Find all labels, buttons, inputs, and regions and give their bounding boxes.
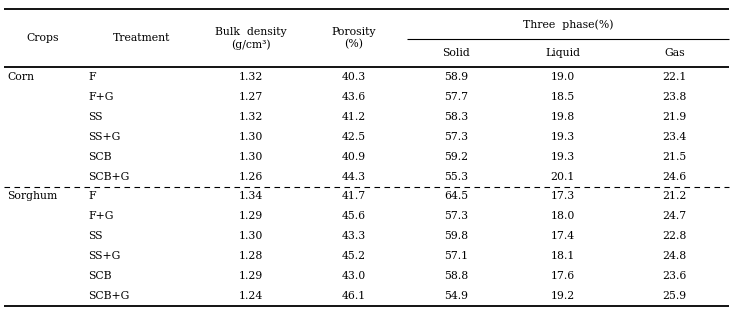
Text: 18.0: 18.0	[550, 211, 575, 221]
Text: Porosity
(%): Porosity (%)	[331, 27, 376, 50]
Text: 1.30: 1.30	[239, 132, 263, 142]
Text: 19.0: 19.0	[550, 72, 575, 82]
Text: 19.8: 19.8	[550, 112, 575, 122]
Text: 46.1: 46.1	[342, 291, 366, 301]
Text: 21.9: 21.9	[662, 112, 687, 122]
Text: 1.34: 1.34	[239, 192, 263, 201]
Text: 24.7: 24.7	[663, 211, 686, 221]
Text: 1.30: 1.30	[239, 152, 263, 162]
Text: SCB: SCB	[88, 152, 111, 162]
Text: 54.9: 54.9	[444, 291, 468, 301]
Text: 24.8: 24.8	[662, 251, 687, 261]
Text: 25.9: 25.9	[663, 291, 686, 301]
Text: 42.5: 42.5	[342, 132, 366, 142]
Text: 21.5: 21.5	[662, 152, 687, 162]
Text: 40.9: 40.9	[342, 152, 366, 162]
Text: 59.8: 59.8	[444, 231, 468, 241]
Text: 22.8: 22.8	[662, 231, 687, 241]
Text: 55.3: 55.3	[444, 171, 468, 182]
Text: SS: SS	[88, 112, 103, 122]
Text: 58.9: 58.9	[444, 72, 468, 82]
Text: SCB+G: SCB+G	[88, 291, 129, 301]
Text: F: F	[88, 192, 95, 201]
Text: 19.2: 19.2	[550, 291, 575, 301]
Text: 1.26: 1.26	[239, 171, 263, 182]
Text: 23.4: 23.4	[662, 132, 687, 142]
Text: 45.6: 45.6	[342, 211, 366, 221]
Text: Sorghum: Sorghum	[7, 192, 58, 201]
Text: F: F	[88, 72, 95, 82]
Text: 19.3: 19.3	[550, 152, 575, 162]
Text: Gas: Gas	[664, 48, 685, 58]
Text: 17.4: 17.4	[550, 231, 575, 241]
Text: 18.1: 18.1	[550, 251, 575, 261]
Text: Solid: Solid	[443, 48, 470, 58]
Text: 19.3: 19.3	[550, 132, 575, 142]
Text: 44.3: 44.3	[342, 171, 366, 182]
Text: 17.6: 17.6	[550, 271, 575, 281]
Text: Bulk  density
(g/cm³): Bulk density (g/cm³)	[216, 27, 287, 50]
Text: 57.7: 57.7	[444, 92, 468, 102]
Text: 43.3: 43.3	[342, 231, 366, 241]
Text: 18.5: 18.5	[550, 92, 575, 102]
Text: 24.6: 24.6	[662, 171, 687, 182]
Text: 22.1: 22.1	[662, 72, 687, 82]
Text: 41.2: 41.2	[342, 112, 366, 122]
Text: SS+G: SS+G	[88, 251, 120, 261]
Text: Three  phase(%): Three phase(%)	[523, 19, 614, 30]
Text: SCB: SCB	[88, 271, 111, 281]
Text: 43.6: 43.6	[342, 92, 366, 102]
Text: 57.3: 57.3	[444, 211, 468, 221]
Text: 1.24: 1.24	[239, 291, 263, 301]
Text: Crops: Crops	[26, 33, 59, 43]
Text: 1.32: 1.32	[239, 72, 263, 82]
Text: 20.1: 20.1	[550, 171, 575, 182]
Text: 64.5: 64.5	[444, 192, 468, 201]
Text: 1.30: 1.30	[239, 231, 263, 241]
Text: Liquid: Liquid	[545, 48, 580, 58]
Text: 1.29: 1.29	[239, 271, 263, 281]
Text: 23.6: 23.6	[662, 271, 687, 281]
Text: 41.7: 41.7	[342, 192, 366, 201]
Text: 23.8: 23.8	[662, 92, 687, 102]
Text: 40.3: 40.3	[342, 72, 366, 82]
Text: 57.1: 57.1	[444, 251, 468, 261]
Text: 1.32: 1.32	[239, 112, 263, 122]
Text: 1.28: 1.28	[239, 251, 263, 261]
Text: SCB+G: SCB+G	[88, 171, 129, 182]
Text: F+G: F+G	[88, 211, 114, 221]
Text: 58.3: 58.3	[444, 112, 468, 122]
Text: 45.2: 45.2	[342, 251, 366, 261]
Text: 43.0: 43.0	[342, 271, 366, 281]
Text: F+G: F+G	[88, 92, 114, 102]
Text: 1.27: 1.27	[239, 92, 263, 102]
Text: Corn: Corn	[7, 72, 34, 82]
Text: 59.2: 59.2	[444, 152, 468, 162]
Text: 21.2: 21.2	[662, 192, 687, 201]
Text: 1.29: 1.29	[239, 211, 263, 221]
Text: 58.8: 58.8	[444, 271, 468, 281]
Text: 17.3: 17.3	[550, 192, 575, 201]
Text: Treatment: Treatment	[112, 33, 170, 43]
Text: SS: SS	[88, 231, 103, 241]
Text: 57.3: 57.3	[444, 132, 468, 142]
Text: SS+G: SS+G	[88, 132, 120, 142]
